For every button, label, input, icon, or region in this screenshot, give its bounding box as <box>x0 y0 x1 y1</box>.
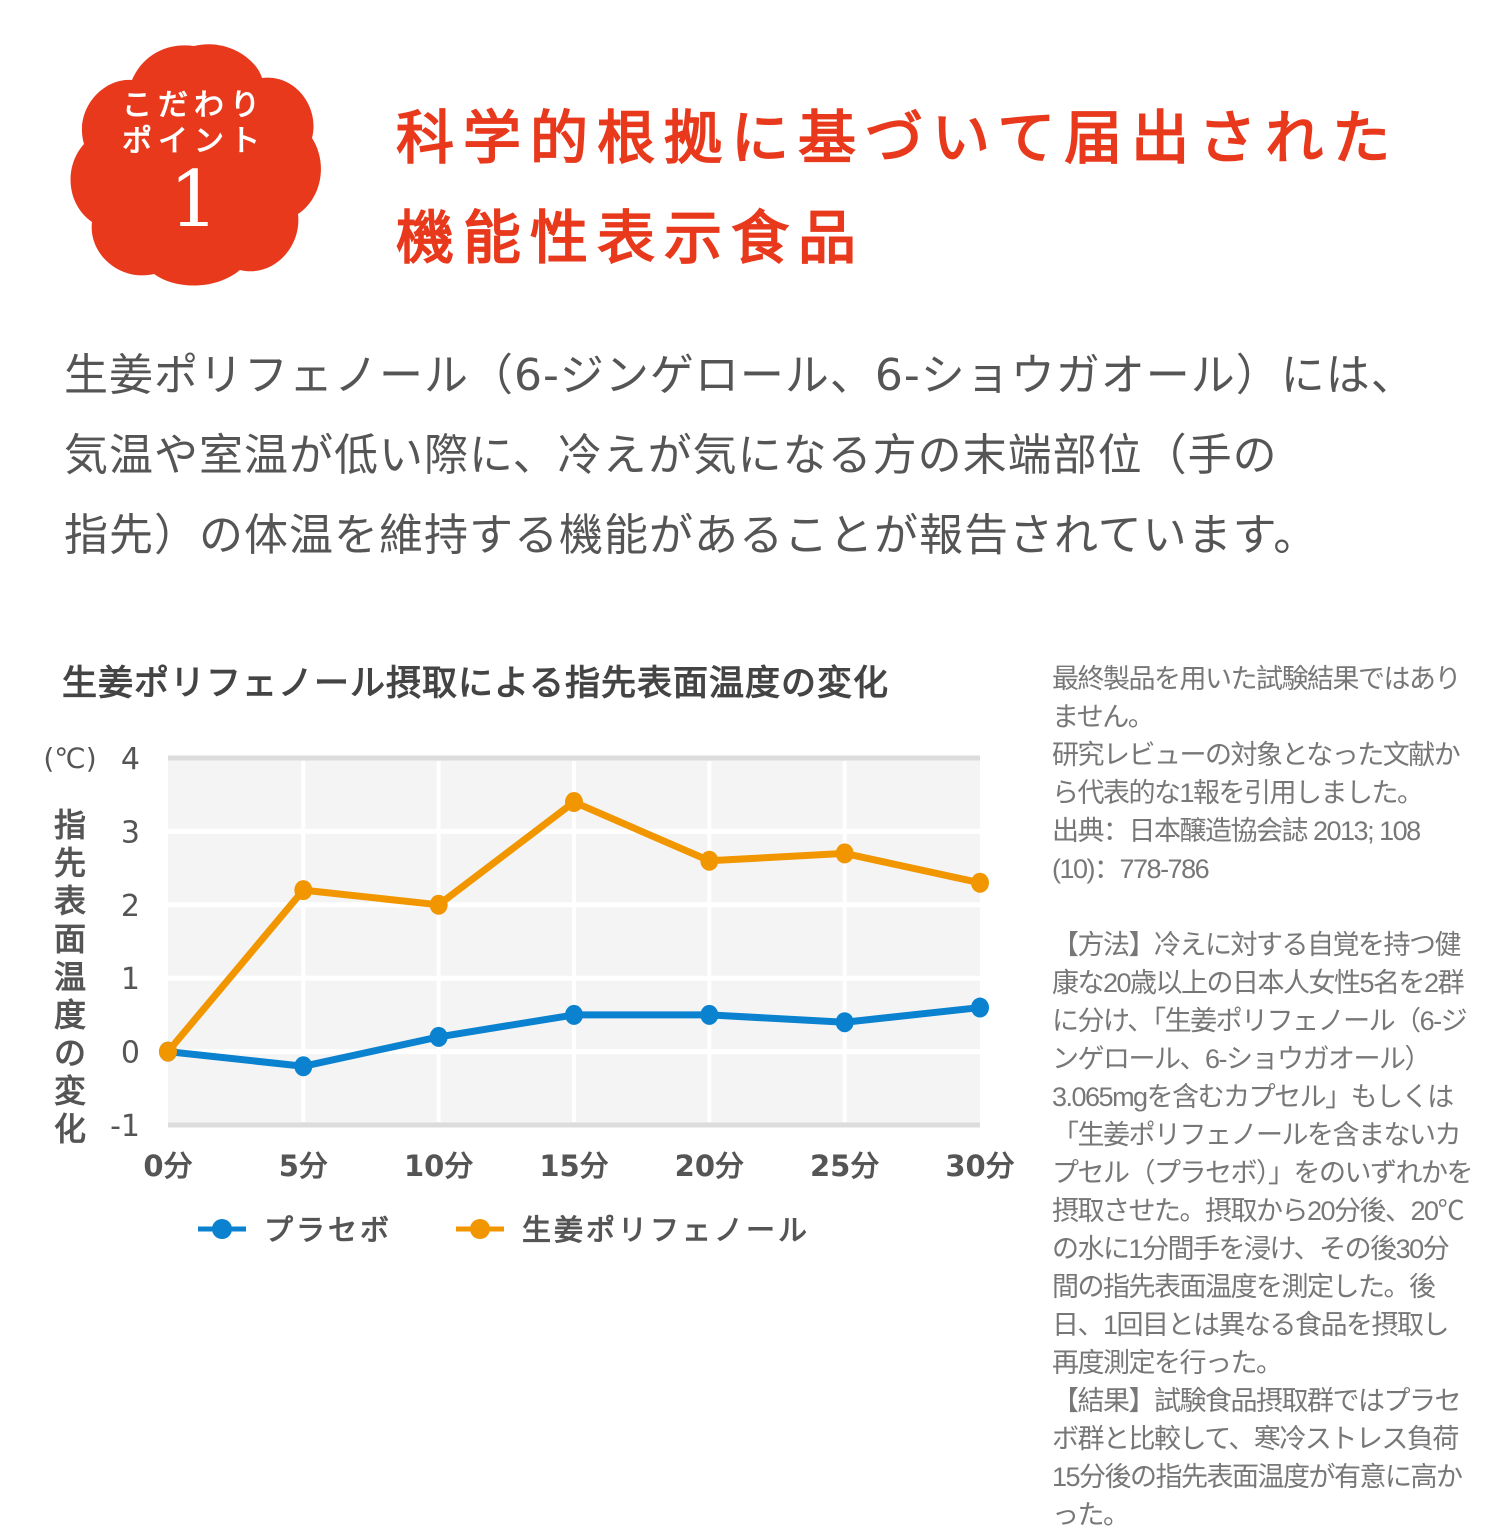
y-axis-label-char: 化 <box>54 1110 86 1148</box>
body-line: 気温や室温が低い際に、冷えが気になる方の末端部位（手の <box>64 430 1278 481</box>
data-point <box>565 792 583 813</box>
y-tick-label: 1 <box>121 962 140 997</box>
data-point <box>835 1012 854 1033</box>
data-point <box>294 880 313 901</box>
data-point <box>159 1041 177 1062</box>
legend-marker <box>212 1219 232 1239</box>
x-tick-label: 0分 <box>143 1149 192 1183</box>
line-chart: 4 3 2 1 0 -10分 5分 10分 15分 20分 25分 30分 (℃) 指先表面温度の変化プラ… <box>43 742 1014 1247</box>
body-line: 指先）の体温を維持する機能があることが報告されています。 <box>64 510 1319 561</box>
x-tick-label: 20分 <box>675 1149 744 1183</box>
y-axis-label-char: 面 <box>54 920 86 958</box>
body-line: 生姜ポリフェノール（6-ジンゲロール、6-ショウガオール）には、 <box>64 350 1416 401</box>
y-axis-label-char: 温 <box>54 958 86 996</box>
y-tick-label: 0 <box>121 1036 140 1071</box>
data-point <box>565 1004 583 1025</box>
data-point <box>294 1056 313 1077</box>
y-axis-label-char: 先 <box>54 844 86 882</box>
data-point <box>971 872 989 893</box>
y-axis-label-char: 表 <box>54 882 86 920</box>
badge: こだわり ポイント 1 <box>66 88 322 240</box>
x-tick-label: 5分 <box>279 1149 328 1183</box>
y-tick-label: 4 <box>121 742 140 777</box>
y-unit-label: (℃) <box>43 742 96 775</box>
page-heading: 科学的根拠に基づいて届出された 機能性表示食品 <box>396 88 1399 288</box>
y-axis-label-char: 度 <box>54 996 86 1034</box>
data-point <box>971 997 989 1018</box>
y-tick-label: 3 <box>121 815 140 850</box>
note-method: 【方法】冷えに対する自覚を持つ健康な20歳以上の日本人女性5名を2群に分け、「生… <box>1052 930 1474 1378</box>
data-point <box>429 894 448 915</box>
y-axis-label-char: 変 <box>54 1072 86 1110</box>
badge-line2: ポイント <box>122 124 266 159</box>
note-disclaimer: 最終製品を用いた試験結果ではありません。 <box>1052 664 1462 732</box>
y-tick-label: -1 <box>110 1109 140 1144</box>
badge-number: 1 <box>169 155 219 245</box>
study-notes: 最終製品を用いた試験結果ではありません。 研究レビューの対象となった文献から代表… <box>1052 660 1474 1534</box>
chart-title: 生姜ポリフェノール摂取による指先表面温度の変化 <box>62 664 889 704</box>
y-tick-label: 2 <box>121 889 140 924</box>
legend-label: プラセボ <box>264 1213 392 1247</box>
data-point <box>700 1004 719 1025</box>
x-tick-label: 10分 <box>404 1149 473 1183</box>
legend-label: 生姜ポリフェノール <box>522 1213 810 1247</box>
y-axis-label-char: 指 <box>54 806 86 844</box>
data-point <box>429 1026 448 1047</box>
data-point <box>835 843 854 864</box>
badge-flower-shape <box>70 44 321 286</box>
x-tick-label: 25分 <box>810 1149 879 1183</box>
note-citation-intro: 研究レビューの対象となった文献から代表的な1報を引用しました。 <box>1052 740 1461 808</box>
legend-marker <box>470 1219 490 1239</box>
note-source: 出典：日本醸造協会誌 2013; 108 (10)：778-786 <box>1052 816 1421 884</box>
x-tick-label: 15分 <box>539 1149 608 1183</box>
heading-line2: 機能性表示食品 <box>396 204 866 272</box>
heading-line1: 科学的根拠に基づいて届出された <box>396 104 1400 172</box>
x-tick-label: 30分 <box>945 1149 1014 1183</box>
y-axis-label-char: の <box>54 1034 86 1072</box>
data-point <box>700 850 719 871</box>
badge-line1: こだわり <box>122 88 266 123</box>
body-paragraph: 生姜ポリフェノール（6-ジンゲロール、6-ショウガオール）には、 気温や室温が低… <box>64 336 1464 576</box>
note-result: 【結果】試験食品摂取群ではプラセボ群と比較して、寒冷ストレス負荷15分後の指先表… <box>1052 1386 1463 1530</box>
